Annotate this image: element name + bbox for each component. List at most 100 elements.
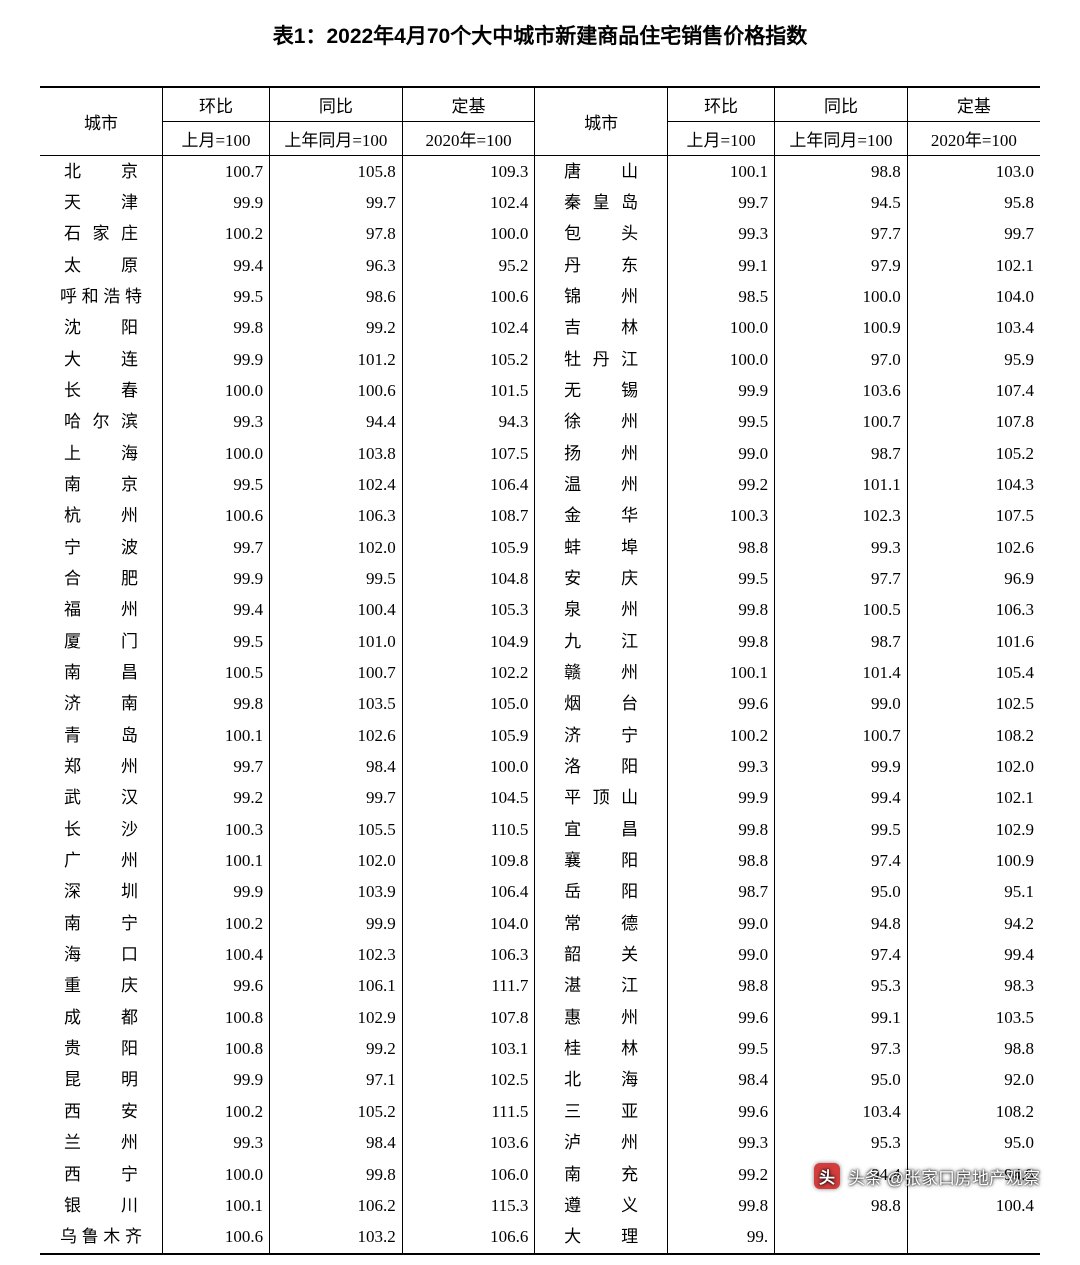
price-index-table: 城市 环比 同比 定基 城市 环比 同比 定基 上月=100 上年同月=100 … bbox=[40, 86, 1040, 1255]
value-cell: 104.8 bbox=[402, 563, 535, 594]
city-name: 兰州 bbox=[40, 1128, 162, 1159]
city-name: 金华 bbox=[535, 501, 668, 532]
value-cell: 102.6 bbox=[907, 532, 1040, 563]
value-cell: 94.3 bbox=[402, 407, 535, 438]
value-cell: 102.0 bbox=[270, 846, 403, 877]
value-cell: 99.3 bbox=[162, 1128, 269, 1159]
city-name: 韶关 bbox=[535, 940, 668, 971]
value-cell: 99.2 bbox=[668, 469, 775, 500]
value-cell: 99.0 bbox=[775, 689, 908, 720]
table-row: 重庆99.6106.1111.7湛江98.895.398.3 bbox=[40, 971, 1040, 1002]
value-cell: 105.4 bbox=[907, 658, 1040, 689]
city-name: 昆明 bbox=[40, 1065, 162, 1096]
city-name: 海口 bbox=[40, 940, 162, 971]
value-cell: 100.3 bbox=[668, 501, 775, 532]
value-cell: 98.7 bbox=[668, 877, 775, 908]
city-name: 西宁 bbox=[40, 1159, 162, 1190]
value-cell: 99.5 bbox=[162, 626, 269, 657]
table-row: 南昌100.5100.7102.2赣州100.1101.4105.4 bbox=[40, 658, 1040, 689]
value-cell: 99.5 bbox=[270, 563, 403, 594]
value-cell: 103.6 bbox=[775, 375, 908, 406]
value-cell: 106.4 bbox=[402, 469, 535, 500]
value-cell: 96.3 bbox=[270, 250, 403, 281]
table-header: 城市 环比 同比 定基 城市 环比 同比 定基 上月=100 上年同月=100 … bbox=[40, 87, 1040, 156]
value-cell: 107.8 bbox=[402, 1002, 535, 1033]
table-row: 郑州99.798.4100.0洛阳99.399.9102.0 bbox=[40, 752, 1040, 783]
city-name: 北京 bbox=[40, 156, 162, 188]
value-cell: 100.7 bbox=[270, 658, 403, 689]
header-yoy-left: 同比 bbox=[270, 87, 403, 122]
value-cell: 100.9 bbox=[775, 313, 908, 344]
value-cell: 99.7 bbox=[162, 752, 269, 783]
value-cell: 110.5 bbox=[402, 814, 535, 845]
city-name: 哈尔滨 bbox=[40, 407, 162, 438]
city-name: 郑州 bbox=[40, 752, 162, 783]
table-row: 石家庄100.297.8100.0包头99.397.799.7 bbox=[40, 219, 1040, 250]
value-cell: 101.1 bbox=[775, 469, 908, 500]
value-cell: 99.4 bbox=[162, 595, 269, 626]
city-name: 秦皇岛 bbox=[535, 187, 668, 218]
value-cell: 99.4 bbox=[775, 783, 908, 814]
city-name: 泸州 bbox=[535, 1128, 668, 1159]
value-cell: 99.2 bbox=[162, 783, 269, 814]
value-cell: 99.5 bbox=[162, 469, 269, 500]
city-name: 桂林 bbox=[535, 1034, 668, 1065]
value-cell: 99.9 bbox=[162, 563, 269, 594]
value-cell: 109.3 bbox=[402, 156, 535, 188]
city-name: 沈阳 bbox=[40, 313, 162, 344]
table-row: 广州100.1102.0109.8襄阳98.897.4100.9 bbox=[40, 846, 1040, 877]
value-cell: 99.9 bbox=[162, 344, 269, 375]
value-cell: 100.7 bbox=[775, 407, 908, 438]
value-cell: 108.2 bbox=[907, 1096, 1040, 1127]
value-cell: 99.8 bbox=[162, 313, 269, 344]
value-cell: 103.0 bbox=[907, 156, 1040, 188]
value-cell: 100.6 bbox=[402, 281, 535, 312]
header-base-right: 定基 bbox=[907, 87, 1040, 122]
city-name: 无锡 bbox=[535, 375, 668, 406]
value-cell: 97.8 bbox=[270, 219, 403, 250]
value-cell bbox=[907, 1222, 1040, 1254]
value-cell: 100.0 bbox=[668, 344, 775, 375]
table-row: 长沙100.3105.5110.5宜昌99.899.5102.9 bbox=[40, 814, 1040, 845]
value-cell: 100.1 bbox=[162, 1190, 269, 1221]
value-cell: 97.7 bbox=[775, 219, 908, 250]
value-cell: 104.9 bbox=[402, 626, 535, 657]
value-cell: 102.2 bbox=[402, 658, 535, 689]
table-row: 南京99.5102.4106.4温州99.2101.1104.3 bbox=[40, 469, 1040, 500]
value-cell: 100.8 bbox=[162, 1034, 269, 1065]
table-row: 天津99.999.7102.4秦皇岛99.794.595.8 bbox=[40, 187, 1040, 218]
city-name: 宜昌 bbox=[535, 814, 668, 845]
value-cell: 99.2 bbox=[270, 313, 403, 344]
subheader-yoy-left: 上年同月=100 bbox=[270, 122, 403, 156]
city-name: 赣州 bbox=[535, 658, 668, 689]
table-row: 上海100.0103.8107.5扬州99.098.7105.2 bbox=[40, 438, 1040, 469]
value-cell: 106.3 bbox=[270, 501, 403, 532]
city-name: 广州 bbox=[40, 846, 162, 877]
city-name: 北海 bbox=[535, 1065, 668, 1096]
city-name: 惠州 bbox=[535, 1002, 668, 1033]
value-cell: 115.3 bbox=[402, 1190, 535, 1221]
value-cell: 109.8 bbox=[402, 846, 535, 877]
value-cell: 101.2 bbox=[270, 344, 403, 375]
value-cell: 95.0 bbox=[775, 1065, 908, 1096]
value-cell: 99.1 bbox=[668, 250, 775, 281]
value-cell: 99.5 bbox=[668, 1034, 775, 1065]
value-cell: 95.3 bbox=[775, 1128, 908, 1159]
value-cell: 106.3 bbox=[402, 940, 535, 971]
city-name: 洛阳 bbox=[535, 752, 668, 783]
value-cell: 95.3 bbox=[775, 971, 908, 1002]
value-cell: 99.6 bbox=[162, 971, 269, 1002]
table-row: 哈尔滨99.394.494.3徐州99.5100.7107.8 bbox=[40, 407, 1040, 438]
city-name: 平顶山 bbox=[535, 783, 668, 814]
table-row: 杭州100.6106.3108.7金华100.3102.3107.5 bbox=[40, 501, 1040, 532]
city-name: 常德 bbox=[535, 908, 668, 939]
value-cell: 99.5 bbox=[775, 814, 908, 845]
value-cell: 95.2 bbox=[402, 250, 535, 281]
value-cell: 100.2 bbox=[162, 219, 269, 250]
city-name: 岳阳 bbox=[535, 877, 668, 908]
city-name: 深圳 bbox=[40, 877, 162, 908]
table-row: 济南99.8103.5105.0烟台99.699.0102.5 bbox=[40, 689, 1040, 720]
city-name: 呼和浩特 bbox=[40, 281, 162, 312]
value-cell: 102.3 bbox=[775, 501, 908, 532]
header-city-left: 城市 bbox=[40, 87, 162, 156]
